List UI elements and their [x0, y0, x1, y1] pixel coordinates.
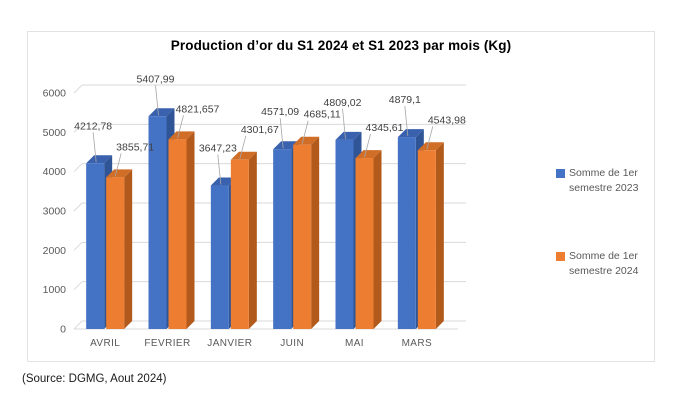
data-label-leader-line [217, 154, 222, 185]
bar-janvier-s0-top [210, 177, 237, 186]
data-label-leader-line [92, 132, 97, 163]
bar-mars-s1 [417, 150, 436, 329]
bar-fevrier-s1 [168, 139, 187, 329]
chart-plot-area: 0 1000 2000 3000 4000 5000 6000 AVRIL FEVRIER JAN… [43, 73, 466, 349]
data-label-leader-line [177, 115, 184, 139]
bar-juin-s0-top [273, 141, 300, 150]
data-label-mars-s0: 4879,1 [389, 94, 421, 106]
chart-title: Production d’or du S1 2024 et S1 2023 pa… [170, 38, 512, 53]
y-axis-tick-label: 3000 [43, 206, 67, 218]
bar-mai-s0-top [335, 131, 362, 140]
x-axis-category-label: JUIN [280, 338, 304, 349]
source-note: (Source: DGMG, Aout 2024) [22, 373, 167, 385]
bar-avril-s1-top [106, 169, 133, 178]
bar-avril-s1-side [124, 169, 133, 329]
gridline-depth-tick [73, 123, 83, 133]
legend-swatch-2023-icon [556, 169, 565, 178]
legend: Somme de 1er semestre 2023 Somme de 1er … [556, 166, 652, 332]
bar-juin-s0 [273, 149, 292, 329]
data-label-leader-line [364, 133, 371, 158]
data-label-mars-s1: 4543,98 [428, 114, 466, 126]
bar-fevrier-s0-top [148, 108, 175, 117]
bar-mai-s1-top [355, 150, 382, 159]
data-label-leader-line [114, 153, 122, 177]
data-label-leader-line [279, 118, 284, 149]
x-axis-category-label: JANVIER [207, 338, 252, 349]
data-label-mai-s1: 4345,61 [366, 122, 404, 134]
y-axis-tick-label: 6000 [43, 88, 67, 100]
bar-juin-s1-side [311, 136, 320, 329]
x-axis-category-label: MARS [402, 338, 433, 349]
data-label-leader-line [342, 108, 346, 139]
data-label-leader-line [426, 126, 434, 150]
bar-juin-s1-top [293, 136, 320, 145]
y-axis-tick-label: 2000 [43, 245, 67, 257]
data-label-leader-line [155, 85, 159, 116]
data-label-fevrier-s1: 4821,657 [176, 103, 220, 115]
data-label-juin-s0: 4571,09 [261, 106, 299, 118]
data-label-leader-line [301, 120, 309, 144]
gridline-depth-tick [73, 202, 83, 212]
bar-avril-s0-top [86, 155, 113, 164]
bar-avril-s1 [106, 177, 125, 329]
x-axis-category-label: FEVRIER [144, 338, 190, 349]
data-label-janvier-s0: 3647,23 [199, 143, 237, 155]
legend-item-2023: Somme de 1er semestre 2023 [556, 166, 652, 196]
gridline-depth-tick [73, 241, 83, 251]
bar-janvier-s1-side [248, 151, 257, 329]
y-axis-tick-label: 5000 [43, 127, 67, 139]
data-label-mai-s0: 4809,02 [324, 97, 362, 109]
y-axis-tick-label: 1000 [43, 284, 67, 296]
bar-mars-s1-top [417, 142, 444, 151]
gridline-depth-tick [73, 320, 83, 330]
bar-fevrier-s1-side [186, 131, 195, 329]
bar-mars-s0-top [397, 129, 424, 138]
bar-mars-s1-side [435, 142, 444, 329]
y-axis-tick-label: 4000 [43, 166, 67, 178]
bar-janvier-s1-top [230, 151, 257, 160]
data-label-fevrier-s0: 5407,99 [137, 73, 175, 85]
chart-panel: Production d’or du S1 2024 et S1 2023 pa… [27, 31, 655, 362]
bar-mai-s1-side [373, 150, 382, 329]
bar-mai-s0 [335, 139, 354, 329]
y-axis-tick-label: 0 [60, 324, 66, 336]
bar-fevrier-s1-top [168, 131, 195, 140]
bar-fevrier-s0 [148, 116, 167, 329]
data-label-avril-s1: 3855,71 [116, 141, 154, 153]
data-label-janvier-s1: 4301,67 [241, 124, 279, 136]
bar-janvier-s1 [230, 159, 249, 329]
gridline-depth-tick [73, 84, 83, 94]
data-label-juin-s1: 4685,11 [304, 109, 341, 121]
data-label-leader-line [239, 135, 247, 159]
data-label-avril-s0: 4212,78 [74, 120, 112, 132]
legend-label-2023: Somme de 1er semestre 2023 [569, 167, 639, 194]
bar-avril-s0 [86, 163, 105, 329]
legend-label-2024: Somme de 1er semestre 2024 [569, 250, 639, 277]
x-axis-category-label: MAI [345, 338, 364, 349]
data-label-leader-line [404, 106, 409, 137]
bar-mai-s1 [355, 158, 374, 329]
bar-janvier-s0 [210, 185, 229, 329]
bar-juin-s1 [293, 144, 312, 329]
x-axis-category-label: AVRIL [90, 338, 120, 349]
gridline-depth-tick [73, 281, 83, 291]
gridline-depth-tick [73, 163, 83, 173]
bar-mars-s0 [397, 137, 416, 329]
legend-item-2024: Somme de 1er semestre 2024 [556, 249, 652, 279]
legend-swatch-2024-icon [556, 252, 565, 261]
